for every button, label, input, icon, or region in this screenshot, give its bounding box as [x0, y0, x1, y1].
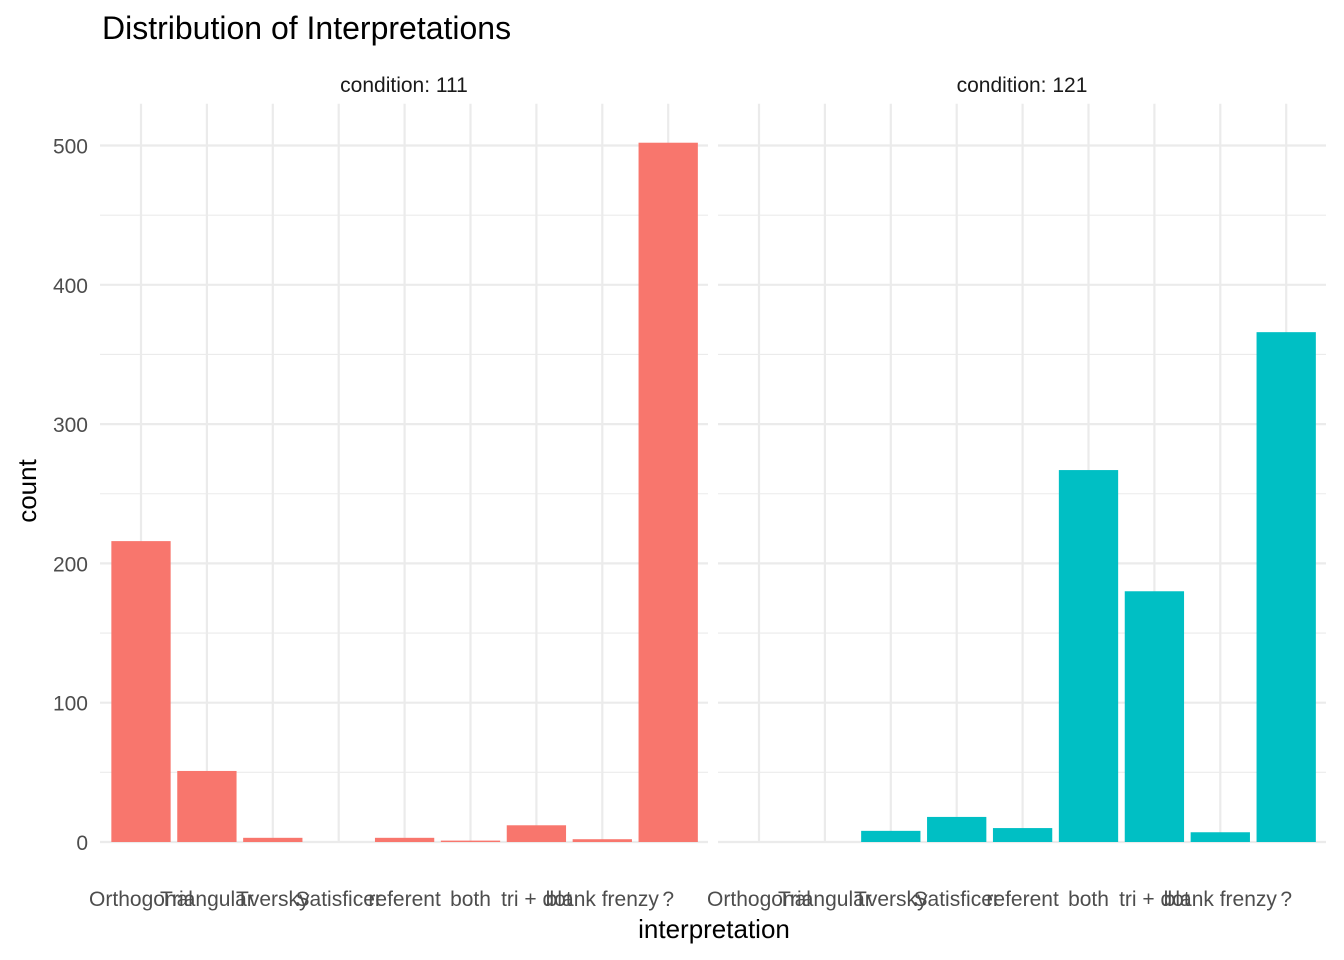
bar-blank frenzy — [572, 839, 632, 842]
bar-Orthogonal — [111, 541, 171, 842]
y-tick-label: 300 — [53, 414, 88, 437]
chart-title: Distribution of Interpretations — [102, 10, 511, 46]
bar-both — [1058, 470, 1119, 842]
facet-panels: condition: 111OrthogonalTriangularTversk… — [53, 74, 1326, 911]
bar-? — [638, 142, 698, 843]
x-tick-label: blank frenzy — [1164, 888, 1278, 911]
bar-blank frenzy — [1190, 832, 1250, 842]
x-tick-label: blank frenzy — [546, 888, 660, 911]
facet-panel-1: condition: 111 OrthogonalTriangularTversk… — [89, 74, 708, 911]
bar-Satisficer — [927, 816, 987, 842]
x-tick-label: both — [1068, 888, 1109, 911]
x-tick-label: both — [450, 888, 491, 911]
x-axis-title: interpretation — [638, 914, 790, 944]
x-tick-label: Triangular — [160, 888, 254, 911]
facet-strip-label: condition: 121 — [957, 74, 1088, 97]
bar-both — [440, 840, 501, 842]
x-tick-label: Tversky — [236, 888, 310, 911]
bar-Tversky — [243, 837, 303, 842]
y-tick-label: 200 — [53, 553, 88, 576]
x-tick-label: ? — [1280, 888, 1292, 911]
x-tick-label: Tversky — [854, 888, 928, 911]
bar-referent — [374, 837, 435, 842]
x-tick-label: referent — [368, 888, 441, 911]
bar-referent — [992, 828, 1053, 842]
x-tick-label: tri + dot — [501, 888, 572, 911]
x-tick-label: ? — [662, 888, 674, 911]
y-axis-title: count — [12, 458, 42, 522]
x-tick-label: Orthogonal — [707, 888, 811, 911]
y-tick-label: 100 — [53, 693, 88, 716]
y-tick-label: 500 — [53, 136, 88, 159]
bar-? — [1256, 332, 1316, 842]
x-tick-label: Satisficer — [296, 888, 382, 911]
x-tick-label: referent — [986, 888, 1059, 911]
bar-tri + dot — [506, 825, 567, 842]
x-tick-label: Orthogonal — [89, 888, 193, 911]
facet-strip-label: condition: 111 — [340, 74, 468, 97]
x-tick-label: tri + dot — [1119, 888, 1190, 911]
y-tick-label: 400 — [53, 275, 88, 298]
bar-Tversky — [861, 830, 921, 842]
facet-panel-2: condition: 121 OrthogonalTriangularTversk… — [707, 74, 1326, 911]
bar-Triangular — [177, 770, 237, 842]
x-tick-label: Triangular — [778, 888, 872, 911]
x-tick-label: Satisficer — [914, 888, 1000, 911]
bar-tri + dot — [1124, 591, 1185, 842]
y-tick-label: 0 — [76, 832, 88, 855]
